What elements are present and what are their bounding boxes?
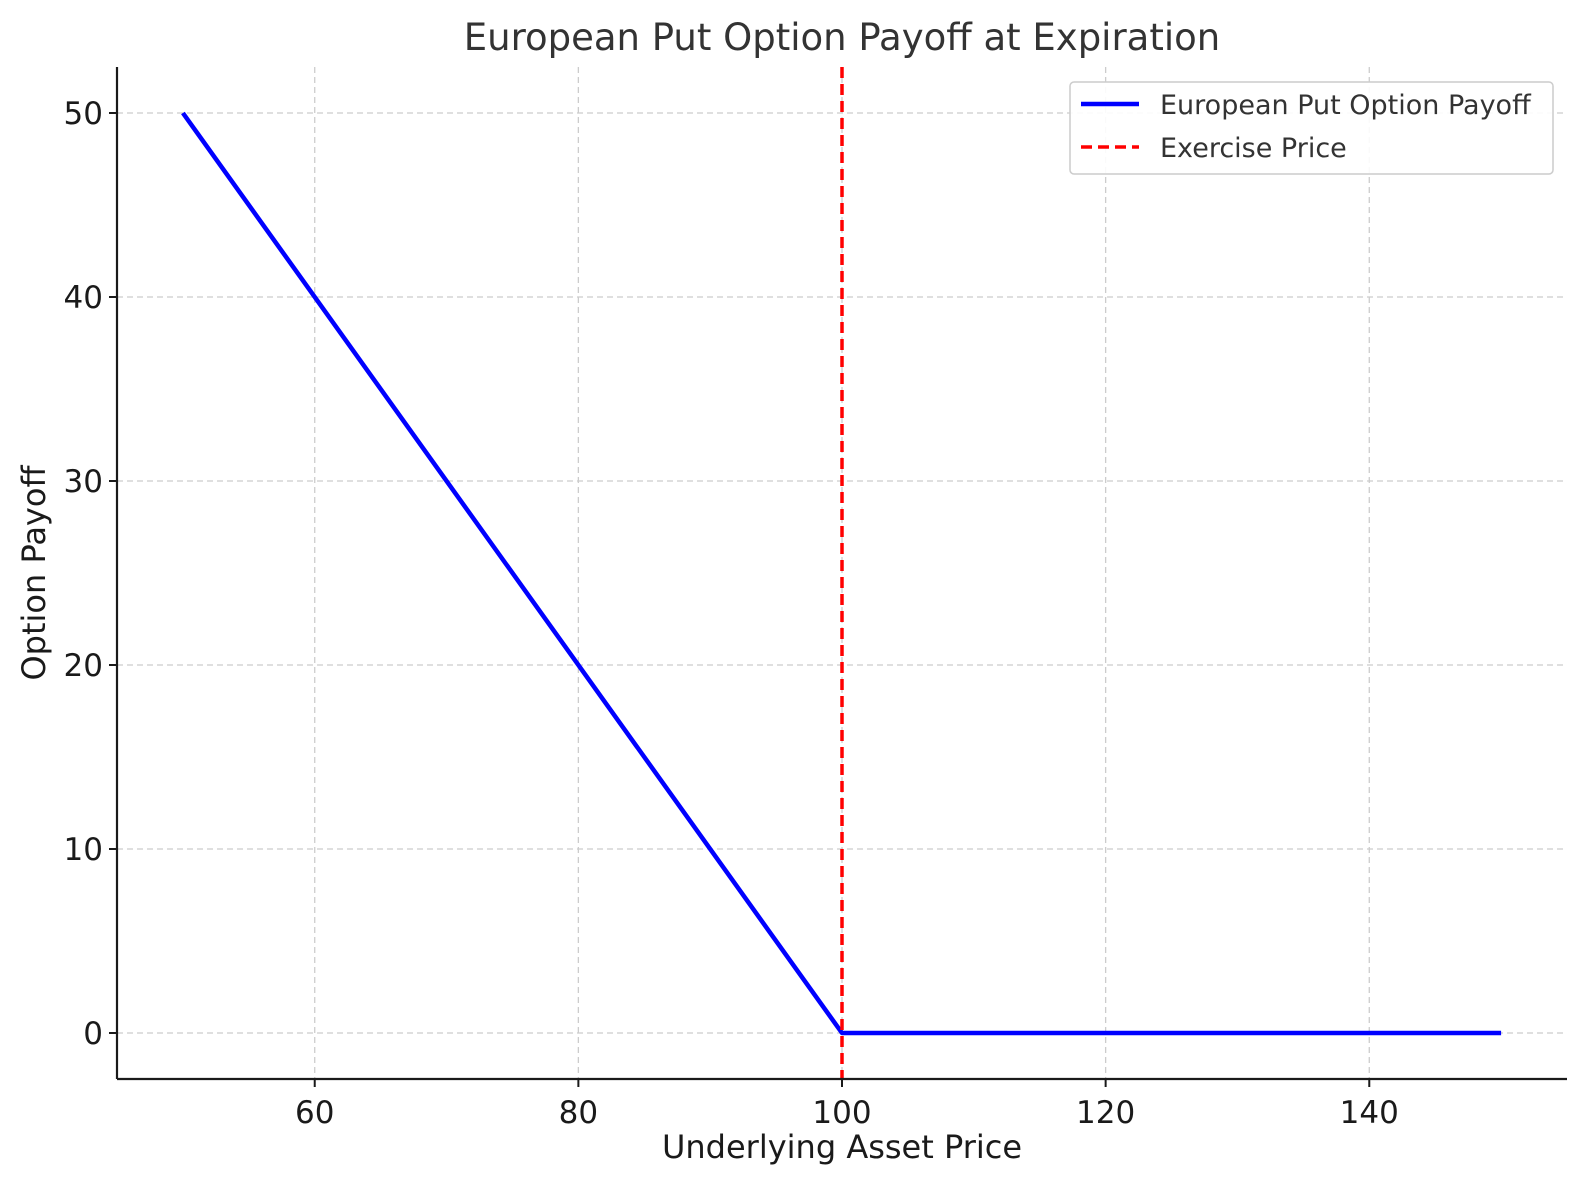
y-tick-label: 20 — [64, 648, 103, 684]
y-tick-label: 10 — [64, 832, 103, 868]
y-axis-label: Option Payoff — [15, 465, 53, 681]
x-tick-label: 120 — [1076, 1095, 1135, 1131]
y-tick-label: 40 — [64, 280, 103, 316]
series-layer — [181, 67, 1502, 1079]
y-tick-label: 30 — [64, 464, 103, 500]
legend-box — [1069, 81, 1554, 175]
x-tick-label: 100 — [812, 1095, 871, 1131]
chart-title: European Put Option Payoff at Expiration — [464, 16, 1220, 59]
y-tick-label: 50 — [64, 96, 103, 132]
legend-label-exercise-price: Exercise Price — [1160, 133, 1347, 164]
legend: European Put Option Payoff Exercise Pric… — [1069, 81, 1554, 175]
x-tick-label: 60 — [295, 1095, 334, 1131]
legend-label-put-payoff: European Put Option Payoff — [1160, 90, 1532, 121]
x-tick-label: 140 — [1340, 1095, 1399, 1131]
y-tick-label: 0 — [83, 1016, 103, 1052]
ticks-layer: 60 80 100 120 140 0 10 20 30 40 50 — [64, 96, 1399, 1131]
x-axis-label: Underlying Asset Price — [662, 1128, 1022, 1166]
put-payoff-line — [181, 111, 1502, 1036]
x-tick-label: 80 — [559, 1095, 598, 1131]
